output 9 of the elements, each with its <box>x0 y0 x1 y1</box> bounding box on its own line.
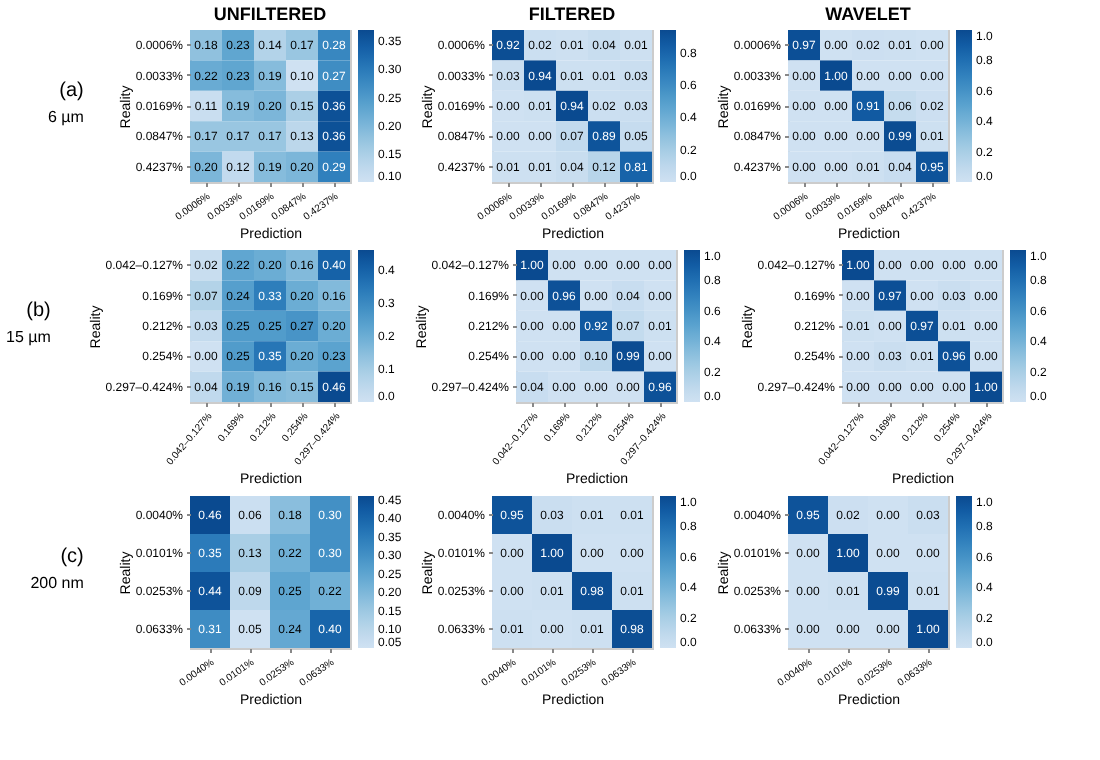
text: 6 µm <box>47 108 85 126</box>
text: (c) <box>60 546 84 568</box>
text: (a) <box>59 80 84 102</box>
text: (b) <box>26 300 51 322</box>
text: 200 nm <box>30 574 85 592</box>
text: 15 µm <box>5 328 52 346</box>
chart-title: UNFILTERED <box>213 4 328 24</box>
chart-title: WAVELET <box>825 4 912 24</box>
chart-title: FILTERED <box>528 4 617 24</box>
